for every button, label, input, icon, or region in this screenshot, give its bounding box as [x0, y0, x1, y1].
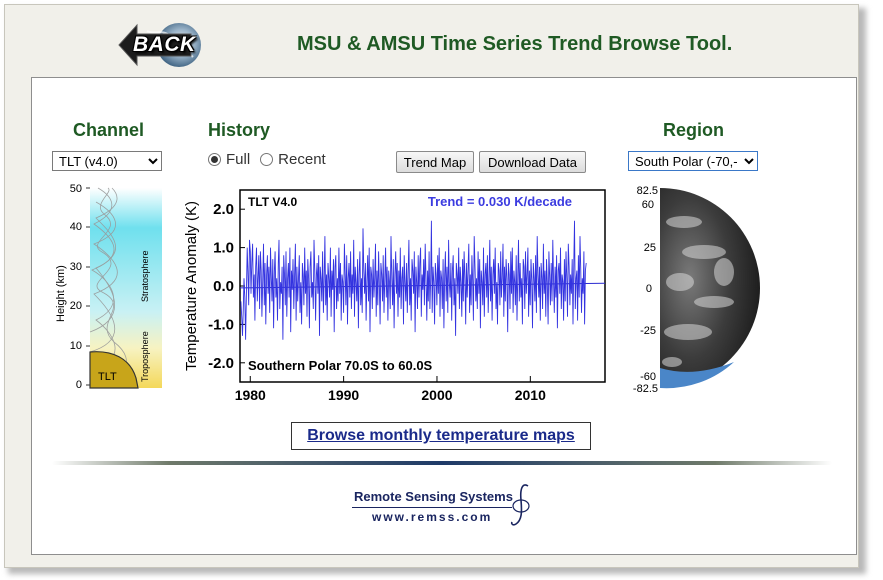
history-full-option[interactable]: Full — [208, 151, 250, 168]
y-tick-label: -2.0 — [208, 355, 234, 372]
height-tick: 10 — [70, 340, 82, 352]
back-button[interactable]: BACK — [117, 21, 205, 69]
footer-divider — [52, 461, 832, 465]
region-heading: Region — [663, 120, 724, 140]
radio-recent[interactable] — [260, 153, 274, 166]
y-tick-label: 1.0 — [213, 240, 234, 257]
y-tick-label: 2.0 — [213, 201, 234, 218]
lat-tick: 60 — [642, 199, 654, 211]
chart-title: TLT V4.0 — [248, 195, 297, 209]
channel-heading: Channel — [73, 120, 145, 140]
y-tick-label: 0.0 — [213, 278, 234, 295]
trend-map-button[interactable]: Trend Map — [396, 151, 474, 173]
main-panel: Channel TLT (v4.0) — [31, 77, 857, 555]
page-title: MSU & AMSU Time Series Trend Browse Tool… — [297, 33, 733, 55]
app-frame: BACK MSU & AMSU Time Series Trend Browse… — [4, 4, 859, 568]
rss-logo[interactable]: Remote Sensing Systems www.remss.com — [352, 480, 542, 530]
stratosphere-label: Stratosphere — [140, 250, 150, 302]
history-recent-option[interactable]: Recent — [260, 151, 326, 168]
back-button-label: BACK — [133, 33, 196, 56]
channel-select[interactable]: TLT (v4.0) — [52, 151, 162, 171]
lat-tick: 82.5 — [637, 185, 658, 197]
trend-value: Trend = 0.030 K/decade — [428, 194, 572, 209]
height-tick: 40 — [70, 221, 82, 233]
history-radio-group: Full Recent — [208, 151, 336, 168]
channel-weighting-diagram: 50 40 30 20 10 0 Height (km) Stratospher… — [52, 182, 164, 394]
region-globe: 82.5 60 25 0 -25 -60 -82.5 — [624, 182, 764, 395]
lat-tick: -60 — [640, 371, 656, 383]
rss-underline — [352, 507, 512, 508]
download-data-button[interactable]: Download Data — [479, 151, 586, 173]
height-tick: 0 — [76, 379, 82, 391]
back-arrow-icon — [118, 23, 201, 67]
rss-name: Remote Sensing Systems — [354, 489, 513, 504]
lat-tick: 25 — [644, 242, 656, 254]
history-heading: History — [208, 120, 271, 140]
y-axis-label: Temperature Anomaly (K) — [183, 201, 200, 371]
integral-logo-icon — [510, 484, 530, 526]
radio-recent-label: Recent — [278, 151, 326, 168]
height-tick: 50 — [70, 183, 82, 195]
tlt-label: TLT — [98, 371, 117, 383]
x-tick-label: 1990 — [328, 387, 359, 403]
browse-maps-link[interactable]: Browse monthly temperature maps — [291, 422, 591, 450]
y-tick-label: -1.0 — [208, 316, 234, 333]
x-tick-label: 2010 — [515, 387, 546, 403]
radio-full[interactable] — [208, 153, 221, 166]
region-select[interactable]: South Polar (-70,- — [628, 151, 758, 171]
radio-full-label: Full — [226, 151, 251, 168]
height-tick: 30 — [70, 261, 82, 273]
lat-tick: 0 — [646, 283, 652, 295]
troposphere-label: Troposphere — [140, 331, 150, 382]
lat-tick: -82.5 — [633, 383, 658, 394]
browse-maps-link-text: Browse monthly temperature maps — [307, 427, 575, 444]
x-tick-label: 2000 — [421, 387, 452, 403]
region-label: Southern Polar 70.0S to 60.0S — [248, 358, 433, 373]
lat-tick: -25 — [640, 325, 656, 337]
time-series-chart: 2.0 1.0 0.0 -1.0 -2.0 1980 1990 2000 2010 TLT V… — [180, 182, 610, 414]
x-tick-label: 1980 — [235, 387, 266, 403]
height-tick: 20 — [70, 300, 82, 312]
rss-url: www.remss.com — [372, 510, 493, 524]
series-line — [240, 220, 587, 340]
height-axis-label: Height (km) — [55, 265, 67, 322]
